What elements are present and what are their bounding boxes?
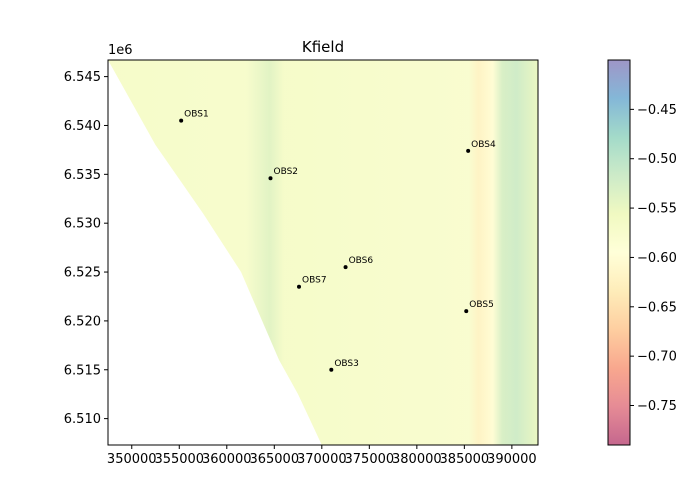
obs-point-obs7: OBS7 [297, 276, 327, 289]
y-tick-label: 6.535 [64, 168, 101, 183]
colorbar-tick-label: −0.75 [637, 399, 677, 414]
colorbar-tick-label: −0.45 [637, 103, 677, 118]
y-axis-offset-label: 1e6 [108, 43, 133, 58]
obs-label: OBS4 [471, 140, 496, 150]
obs-point-obs2: OBS2 [268, 167, 298, 181]
obs-label: OBS3 [334, 359, 359, 369]
colorbar-tick-label: −0.55 [637, 202, 677, 217]
y-tick-label: 6.520 [64, 314, 101, 329]
colorbar-scale [607, 59, 631, 446]
x-tick-label: 385000 [440, 452, 490, 467]
colorbar-tick-label: −0.50 [637, 152, 677, 167]
x-axis: 3500003550003600003650003700003750003800… [107, 445, 537, 467]
y-axis: 1e6 6.510 6.515 6.520 6.525 6.530 6.535 6.540 6… [64, 43, 133, 427]
axes-frame [107, 59, 539, 446]
colorbar-tick-label: −0.70 [637, 350, 677, 365]
y-tick-label: 6.525 [64, 266, 101, 281]
colorbar: −0.45 −0.50 −0.55 −0.60 −0.65 −0.70 −0.75 [607, 59, 677, 446]
y-tick-label: 6.530 [64, 217, 101, 232]
obs-label: OBS1 [184, 110, 209, 120]
colorbar-tick-label: −0.65 [637, 300, 677, 315]
obs-label: OBS2 [273, 167, 298, 177]
observation-points: OBS1 OBS2 OBS3 OBS4 OBS5 OBS6 OBS7 [179, 110, 496, 372]
k-field-surface [108, 60, 538, 445]
obs-marker [179, 118, 184, 123]
obs-point-obs6: OBS6 [343, 256, 374, 270]
x-tick-label: 360000 [202, 452, 252, 467]
colorbar-ticks: −0.45 −0.50 −0.55 −0.60 −0.65 −0.70 −0.75 [630, 103, 677, 414]
y-tick-label: 6.540 [64, 119, 101, 134]
obs-marker [464, 309, 469, 314]
obs-marker [329, 367, 334, 372]
x-tick-label: 350000 [107, 452, 157, 467]
obs-point-obs3: OBS3 [329, 359, 359, 372]
y-tick-label: 6.515 [64, 363, 101, 378]
obs-marker [466, 148, 471, 153]
y-tick-label: 6.545 [64, 70, 101, 85]
obs-label: OBS6 [349, 256, 374, 266]
x-tick-label: 370000 [297, 452, 347, 467]
obs-marker [343, 265, 348, 270]
plot-area: OBS1 OBS2 OBS3 OBS4 OBS5 OBS6 OBS7 [107, 59, 539, 446]
obs-point-obs5: OBS5 [464, 300, 494, 314]
obs-point-obs1: OBS1 [179, 110, 209, 123]
x-tick-label: 365000 [249, 452, 299, 467]
x-tick-label: 355000 [154, 452, 204, 467]
obs-marker [297, 284, 302, 289]
x-tick-label: 375000 [345, 452, 395, 467]
obs-marker [268, 176, 273, 181]
x-tick-label: 380000 [392, 452, 442, 467]
chart-title: Kfield [302, 38, 344, 56]
obs-point-obs4: OBS4 [466, 140, 496, 153]
obs-label: OBS7 [302, 276, 327, 286]
x-tick-label: 390000 [487, 452, 537, 467]
y-tick-label: 6.510 [64, 412, 101, 427]
colorbar-tick-label: −0.60 [637, 251, 677, 266]
obs-label: OBS5 [469, 300, 494, 310]
